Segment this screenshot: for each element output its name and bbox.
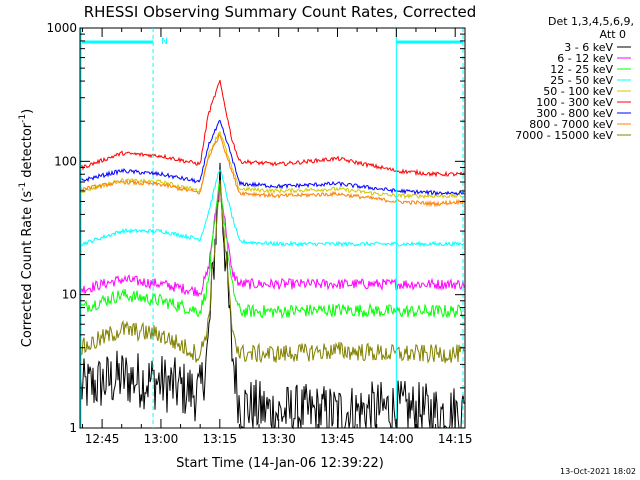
x-tick-label-3: 13:30	[261, 432, 296, 446]
series-line-2	[80, 183, 465, 297]
y-tick-label-3: 1000	[46, 21, 77, 35]
footer-date: 13-Oct-2021 18:02	[560, 467, 636, 476]
legend-label-1: 3 - 6 keV	[564, 41, 613, 54]
y-axis-label: Corrected Count Rate (s-1 detector-1)	[18, 109, 35, 347]
x-tick-label-6: 14:15	[438, 432, 473, 446]
y-tick-label-2: 100	[54, 154, 77, 168]
series-line-8	[80, 132, 465, 208]
series-layer	[80, 79, 465, 430]
legend-header-1: Det 1,3,4,5,6,9,	[548, 15, 634, 28]
legend-label-2: 6 - 12 keV	[557, 52, 613, 65]
y-axis-label-exponent: -1	[18, 182, 28, 191]
ticks-layer: 12:45 13:00 13:15 13:30 13:45 14:00 14:15 1 10 10…	[46, 21, 472, 446]
x-axis-label: Start Time (14-Jan-06 12:39:22)	[176, 456, 384, 471]
legend-label-6: 100 - 300 keV	[536, 96, 613, 109]
legend-label-3: 12 - 25 keV	[550, 63, 613, 76]
y-axis-label-exponent-2: -1	[18, 114, 28, 123]
y-tick-label-1: 10	[62, 288, 77, 302]
legend-header-2: Att 0	[600, 28, 626, 41]
series-line-7	[80, 119, 465, 197]
legend-label-4: 25 - 50 keV	[550, 74, 613, 87]
legend-label-5: 50 - 100 keV	[543, 85, 613, 98]
series-line-5	[80, 130, 465, 200]
y-axis-label-suffix: )	[20, 109, 35, 114]
x-tick-label-4: 13:45	[320, 432, 355, 446]
series-line-9	[80, 179, 465, 364]
night-label: N	[161, 37, 168, 47]
legend-label-8: 800 - 7000 keV	[529, 118, 613, 131]
series-line-6	[80, 79, 465, 178]
x-tick-label-0: 12:45	[85, 432, 120, 446]
y-axis-label-prefix: Corrected Count Rate (s	[20, 191, 35, 348]
series-line-3	[80, 183, 465, 319]
y-tick-label-0: 1	[69, 421, 77, 435]
series-line-4	[80, 169, 465, 248]
x-tick-label-1: 13:00	[144, 432, 179, 446]
marks-layer: N	[80, 28, 464, 428]
chart-title: RHESSI Observing Summary Count Rates, Co…	[84, 3, 477, 21]
legend-label-7: 300 - 800 keV	[536, 107, 613, 120]
legend-label-9: 7000 - 15000 keV	[515, 129, 613, 142]
y-axis-label-mid: detector	[20, 122, 35, 182]
x-tick-label-5: 14:00	[379, 432, 414, 446]
series-line-1	[80, 162, 465, 430]
x-tick-label-2: 13:15	[203, 432, 238, 446]
